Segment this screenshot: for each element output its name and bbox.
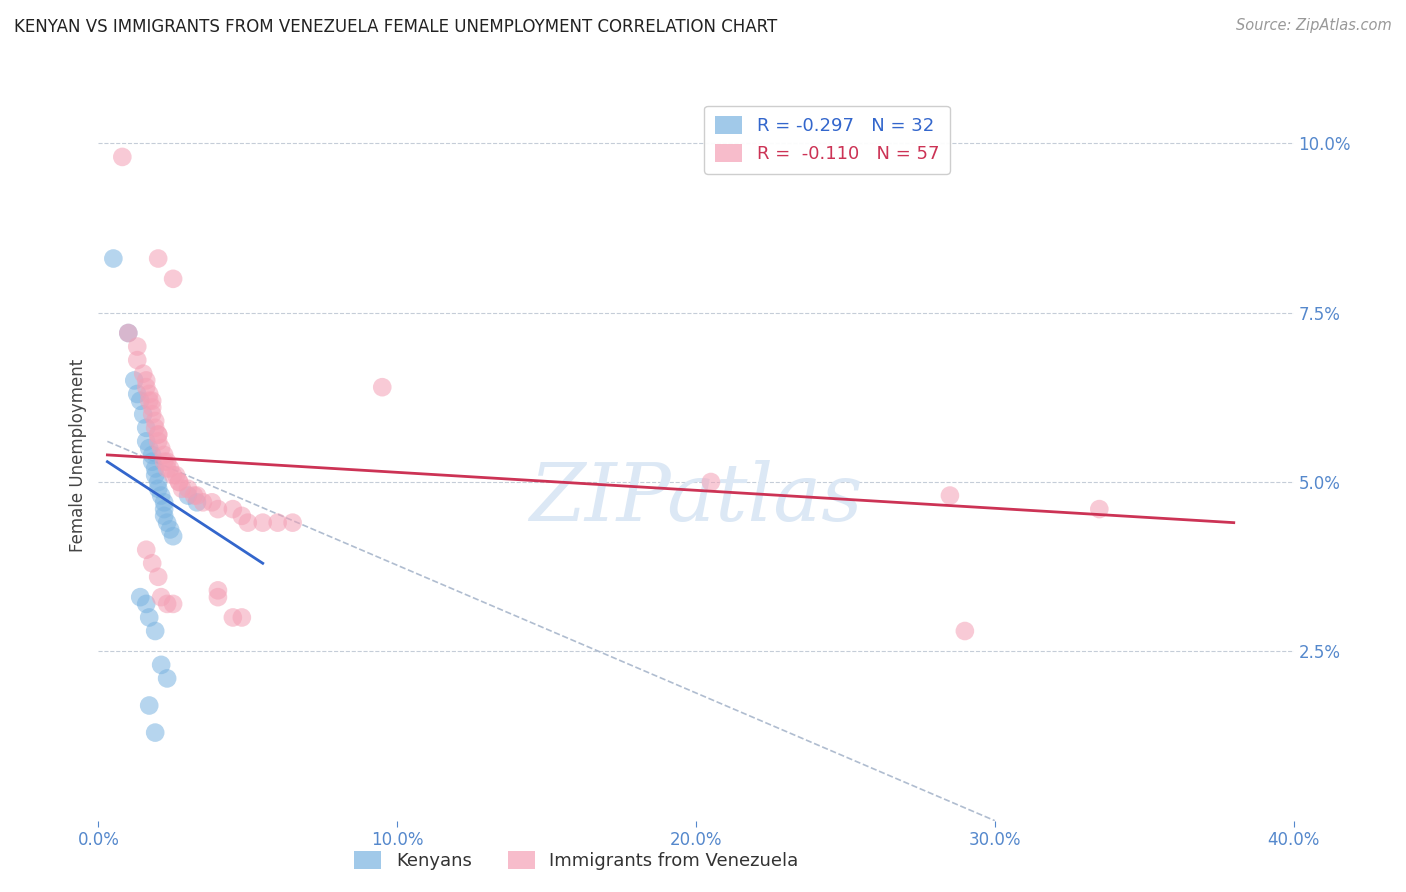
Point xyxy=(156,597,179,611)
Point xyxy=(165,468,187,483)
Point xyxy=(150,441,173,455)
Point xyxy=(135,434,157,449)
Point xyxy=(167,475,190,489)
Point xyxy=(153,508,176,523)
Point xyxy=(172,482,194,496)
Point xyxy=(150,590,173,604)
Point xyxy=(135,542,157,557)
Point xyxy=(148,570,170,584)
Point xyxy=(111,150,134,164)
Point xyxy=(143,421,166,435)
Point xyxy=(201,495,224,509)
Point xyxy=(162,529,184,543)
Point xyxy=(143,468,166,483)
Point xyxy=(231,610,253,624)
Point xyxy=(141,455,163,469)
Point xyxy=(153,502,176,516)
Point xyxy=(159,461,181,475)
Point xyxy=(183,489,205,503)
Point xyxy=(135,373,157,387)
Point xyxy=(141,556,163,570)
Point xyxy=(191,495,214,509)
Point xyxy=(138,698,160,713)
Point xyxy=(231,508,253,523)
Point xyxy=(222,610,245,624)
Point xyxy=(700,475,723,489)
Y-axis label: Female Unemployment: Female Unemployment xyxy=(69,359,87,551)
Point xyxy=(124,373,146,387)
Point xyxy=(143,461,166,475)
Point xyxy=(127,387,149,401)
Point xyxy=(103,252,125,266)
Point xyxy=(1088,502,1111,516)
Point xyxy=(135,421,157,435)
Point xyxy=(127,340,149,354)
Point xyxy=(148,434,170,449)
Point xyxy=(281,516,304,530)
Point xyxy=(156,516,179,530)
Point xyxy=(141,393,163,408)
Point xyxy=(236,516,259,530)
Point xyxy=(207,502,229,516)
Text: Source: ZipAtlas.com: Source: ZipAtlas.com xyxy=(1236,18,1392,33)
Point xyxy=(135,380,157,394)
Point xyxy=(150,489,173,503)
Point xyxy=(143,725,166,739)
Point xyxy=(252,516,274,530)
Point xyxy=(127,353,149,368)
Point xyxy=(135,597,157,611)
Point xyxy=(148,482,170,496)
Point xyxy=(162,272,184,286)
Point xyxy=(141,401,163,415)
Point xyxy=(138,610,160,624)
Point xyxy=(939,489,962,503)
Point xyxy=(129,393,152,408)
Point xyxy=(129,590,152,604)
Point xyxy=(222,502,245,516)
Text: ZIPatlas: ZIPatlas xyxy=(529,460,863,538)
Point xyxy=(148,252,170,266)
Point xyxy=(132,407,155,421)
Point xyxy=(953,624,976,638)
Point xyxy=(162,468,184,483)
Point xyxy=(162,597,184,611)
Point xyxy=(117,326,139,340)
Point xyxy=(138,441,160,455)
Point xyxy=(153,495,176,509)
Legend: Kenyans, Immigrants from Venezuela: Kenyans, Immigrants from Venezuela xyxy=(347,844,806,878)
Point xyxy=(132,367,155,381)
Point xyxy=(150,657,173,672)
Point xyxy=(371,380,394,394)
Point xyxy=(143,414,166,428)
Point xyxy=(148,475,170,489)
Point xyxy=(138,393,160,408)
Point xyxy=(186,489,208,503)
Point xyxy=(143,624,166,638)
Point xyxy=(207,590,229,604)
Point xyxy=(207,583,229,598)
Point xyxy=(267,516,290,530)
Point xyxy=(186,495,208,509)
Point xyxy=(117,326,139,340)
Point xyxy=(138,387,160,401)
Point xyxy=(156,672,179,686)
Point xyxy=(148,427,170,442)
Point xyxy=(141,448,163,462)
Point xyxy=(159,523,181,537)
Point xyxy=(148,427,170,442)
Point xyxy=(153,455,176,469)
Point xyxy=(167,475,190,489)
Point xyxy=(177,489,200,503)
Point xyxy=(156,455,179,469)
Point xyxy=(141,407,163,421)
Point xyxy=(156,461,179,475)
Point xyxy=(177,482,200,496)
Point xyxy=(153,448,176,462)
Text: KENYAN VS IMMIGRANTS FROM VENEZUELA FEMALE UNEMPLOYMENT CORRELATION CHART: KENYAN VS IMMIGRANTS FROM VENEZUELA FEMA… xyxy=(14,18,778,36)
